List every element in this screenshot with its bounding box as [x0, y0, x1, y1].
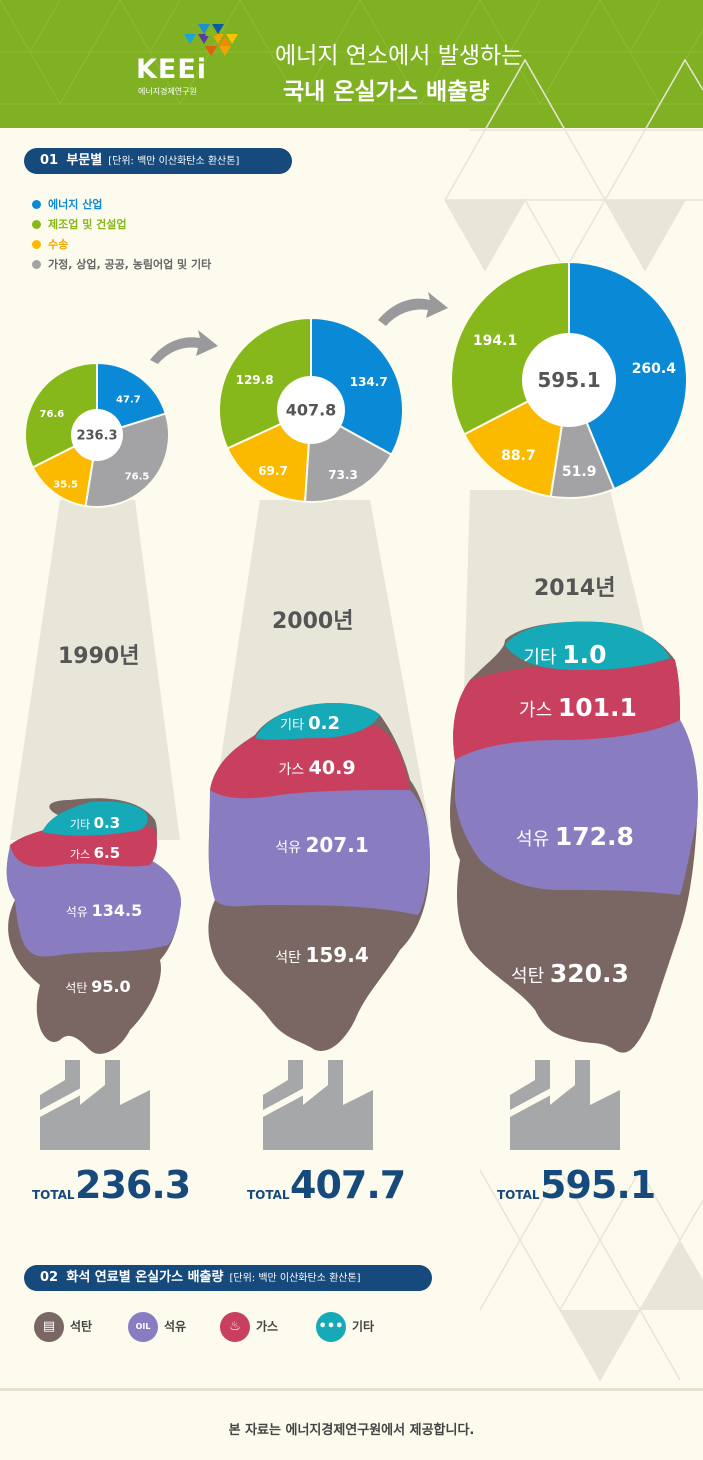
- total-value-1990: 236.3: [75, 1163, 191, 1207]
- header-banner: KEEi 에너지경제연구원 에너지 연소에서 발생하는 국내 온실가스 배출량: [0, 0, 703, 128]
- keei-logo-icon: [184, 24, 238, 56]
- total-value-2000: 407.7: [290, 1163, 406, 1207]
- pie-center: [277, 376, 345, 444]
- footer: 본 자료는 에너지경제연구원에서 제공합니다.: [0, 1388, 703, 1460]
- section1-number: 01: [40, 153, 59, 168]
- section1-unit: [단위: 백만 이산화탄소 환산톤]: [108, 156, 240, 167]
- page-title-line2: 국내 온실가스 배출량: [283, 79, 490, 105]
- total-label-2000: TOTAL: [247, 1188, 290, 1202]
- sector-pie-charts[interactable]: 47.7 76.5 35.5 76.6 236.3 134.7 73.3 69.7 129.8 4…: [24, 260, 688, 508]
- footer-text: 본 자료는 에너지경제연구원에서 제공합니다.: [228, 1423, 475, 1438]
- factory-icons: [40, 1060, 620, 1150]
- section2-unit: [단위: 백만 이산화탄소 환산톤]: [229, 1273, 361, 1284]
- pie-total-label: 407.8: [286, 401, 337, 420]
- total-label-1990: TOTAL: [32, 1188, 75, 1202]
- pie-value-label: 76.6: [40, 409, 65, 420]
- fuel-legend-other: ••• 기타: [316, 1312, 374, 1342]
- coal-cart-icon: ▤: [34, 1312, 64, 1342]
- dots-icon: •••: [316, 1312, 346, 1342]
- pie-center: [522, 333, 616, 427]
- pie-value-label: 88.7: [501, 448, 536, 464]
- fuel-label-0-2: 가스 6.5: [70, 844, 120, 862]
- fuel-label-1-3: 기타 0.2: [280, 713, 340, 734]
- section1-title: 부문별: [66, 153, 103, 168]
- fuel-label-2-0: 석탄 320.3: [511, 959, 629, 988]
- pie-center: [71, 409, 123, 461]
- logo-text: KEEi: [136, 54, 208, 85]
- legend-item-manufacturing: 제조업 및 건설업: [32, 216, 127, 232]
- legend-item-transport: 수송: [32, 236, 68, 252]
- legend-dot: [32, 260, 41, 269]
- pie-total-label: 595.1: [537, 368, 600, 392]
- year-label-2014: 2014년: [534, 576, 616, 601]
- pie-value-label: 51.9: [562, 464, 597, 480]
- fuel-label-1-1: 석유 207.1: [275, 833, 368, 857]
- total-value-2014: 595.1: [540, 1163, 656, 1207]
- pie-value-label: 129.8: [236, 373, 274, 387]
- fuel-value-labels: 석탄 95.0 석유 134.5 가스 6.5 기타 0.3 석탄 159.4 석유 20…: [65, 640, 637, 996]
- fuel-label-0-0: 석탄 95.0: [65, 977, 130, 996]
- smoke-stacks: [6, 621, 698, 1054]
- legend-dot: [32, 220, 41, 229]
- legend-dot: [32, 240, 41, 249]
- fuel-legend-oil: OIL 석유: [128, 1312, 186, 1342]
- year-label-2000: 2000년: [272, 609, 354, 634]
- section2-title: 화석 연료별 온실가스 배출량: [66, 1270, 224, 1285]
- fuel-legend-gas: ♨ 가스: [220, 1312, 278, 1342]
- pie-value-label: 69.7: [258, 464, 288, 478]
- pie-value-label: 47.7: [116, 394, 141, 405]
- pie-value-label: 76.5: [125, 472, 150, 483]
- pie-value-label: 260.4: [632, 361, 677, 377]
- flame-icon: ♨: [220, 1312, 250, 1342]
- fuel-label-2-3: 기타 1.0: [523, 640, 606, 669]
- oil-can-icon: OIL: [128, 1312, 158, 1342]
- page-title-line1: 에너지 연소에서 발생하는: [275, 43, 523, 69]
- fuel-legend-coal: ▤ 석탄: [34, 1312, 92, 1342]
- section2-number: 02: [40, 1270, 59, 1285]
- timeline-arrows: [150, 292, 448, 364]
- legend-item-energy: 에너지 산업: [32, 196, 102, 212]
- pie-slice-2-0[interactable]: [568, 260, 688, 491]
- total-label-2014: TOTAL: [497, 1188, 540, 1202]
- fuel-label-2-2: 가스 101.1: [519, 693, 637, 722]
- year-label-1990: 1990년: [58, 644, 140, 669]
- legend-dot: [32, 200, 41, 209]
- section1-header: 01 부문별 [단위: 백만 이산화탄소 환산톤]: [24, 148, 292, 174]
- pie-value-label: 73.3: [328, 468, 358, 482]
- fuel-label-0-1: 석유 134.5: [66, 901, 143, 920]
- fuel-label-1-2: 가스 40.9: [278, 757, 355, 779]
- fuel-label-0-3: 기타 0.3: [70, 814, 120, 832]
- legend-item-other-sectors: 가정, 상업, 공공, 농림어업 및 기타: [32, 256, 211, 272]
- pie-value-label: 134.7: [350, 375, 388, 389]
- logo-subtext: 에너지경제연구원: [138, 87, 197, 96]
- pie-total-label: 236.3: [76, 429, 117, 444]
- header-triangle-pattern: [0, 0, 703, 106]
- fuel-label-1-0: 석탄 159.4: [275, 943, 368, 967]
- fuel-label-2-1: 석유 172.8: [516, 822, 634, 851]
- section2-header: 02 화석 연료별 온실가스 배출량 [단위: 백만 이산화탄소 환산톤]: [24, 1265, 432, 1291]
- pie-value-label: 194.1: [473, 333, 517, 349]
- pie-value-label: 35.5: [53, 480, 78, 491]
